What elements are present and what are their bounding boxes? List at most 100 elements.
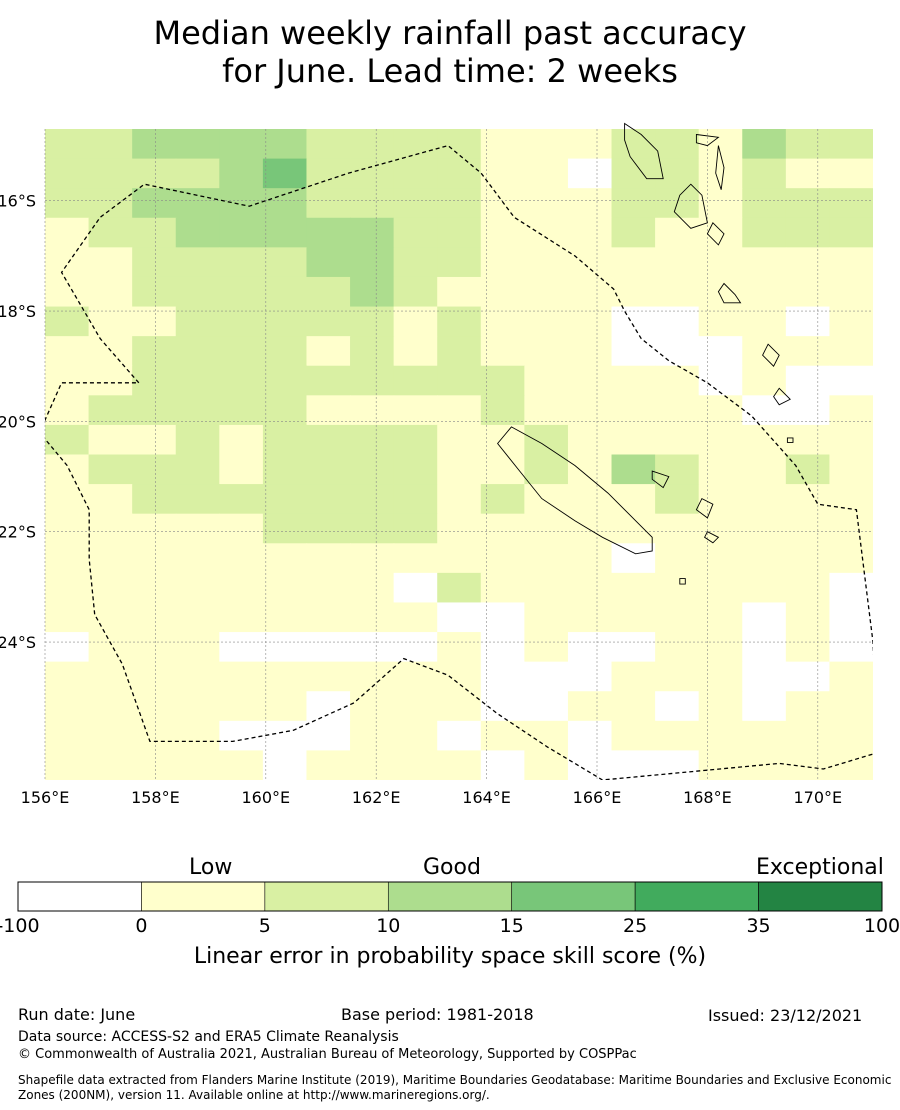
skill-cell [132, 395, 177, 426]
skill-cell [306, 454, 351, 485]
skill-cell [611, 720, 656, 752]
skill-cell [132, 602, 177, 633]
skill-cell [829, 424, 873, 456]
skill-cell [698, 454, 743, 485]
skill-cell [393, 572, 438, 604]
skill-cell [524, 602, 569, 633]
skill-cell [175, 365, 220, 396]
skill-cell [88, 602, 133, 633]
skill-cell [350, 217, 395, 248]
skill-cell [88, 158, 133, 189]
skill-cell [88, 276, 133, 308]
skill-cell [45, 365, 90, 396]
x-tick-label: 156°E [21, 788, 70, 807]
skill-cell [437, 336, 482, 367]
skill-cell [567, 513, 613, 544]
legend-exceptional-label: Exceptional [756, 855, 884, 880]
skill-cell [829, 454, 873, 485]
skill-cell [567, 276, 613, 308]
skill-cell [350, 395, 395, 426]
skill-cell [611, 188, 656, 219]
skill-cell [262, 395, 308, 426]
skill-cell [698, 572, 743, 604]
skill-cell [45, 424, 90, 456]
skill-cell [524, 543, 569, 574]
skill-cell [829, 336, 873, 367]
skill-cell [437, 632, 482, 663]
skill-cell [655, 572, 700, 604]
skill-cell [262, 217, 308, 248]
skill-cell [785, 543, 831, 574]
skill-cell [219, 543, 264, 574]
skill-cell [175, 513, 220, 544]
skill-cell [567, 543, 613, 574]
skill-cell [742, 543, 787, 574]
skill-cell [785, 632, 831, 663]
skill-cell [262, 661, 308, 692]
skill-cell [785, 750, 831, 780]
skill-cell [785, 129, 831, 160]
skill-cell [88, 572, 133, 604]
skill-cell [742, 602, 787, 633]
skill-cell [742, 720, 787, 752]
skill-cell [45, 247, 90, 278]
data-source: Data source: ACCESS-S2 and ERA5 Climate … [18, 1029, 399, 1045]
skill-cell [262, 336, 308, 367]
skill-cell [175, 661, 220, 692]
skill-cell [219, 276, 264, 308]
colorbar-label: Linear error in probability space skill … [193, 944, 707, 969]
skill-cell [567, 365, 613, 396]
skill-cell [698, 336, 743, 367]
skill-cell [393, 395, 438, 426]
skill-cell [175, 395, 220, 426]
skill-cell [785, 572, 831, 604]
skill-cell [698, 217, 743, 248]
colorbar-tick-label: 35 [746, 915, 770, 937]
skill-cell [655, 247, 700, 278]
skill-cell [262, 276, 308, 308]
skill-cell [262, 572, 308, 604]
shapefile-credit-line-1: Shapefile data extracted from Flanders M… [18, 1073, 892, 1087]
skill-cell [785, 484, 831, 515]
skill-cell [45, 484, 90, 515]
skill-cell [262, 513, 308, 544]
skill-cell [698, 484, 743, 515]
skill-cell [350, 276, 395, 308]
colorbar-segment [634, 881, 759, 912]
skill-cell [785, 513, 831, 544]
skill-cell [567, 572, 613, 604]
colorbar-tick-label: 100 [864, 915, 900, 937]
island-coastline [673, 183, 708, 229]
skill-cell [219, 513, 264, 544]
skill-cell [655, 691, 700, 722]
skill-cell [698, 306, 743, 337]
skill-cell [567, 691, 613, 722]
skill-cell [306, 720, 351, 752]
skill-cell [785, 602, 831, 633]
skill-cell [88, 543, 133, 574]
skill-cell [567, 247, 613, 278]
skill-cell [742, 276, 787, 308]
skill-cell [45, 691, 90, 722]
skill-cell [567, 484, 613, 515]
skill-cell [350, 572, 395, 604]
skill-cell [393, 484, 438, 515]
skill-cell [655, 750, 700, 780]
skill-cell [524, 513, 569, 544]
skill-cell [829, 691, 873, 722]
skill-cell [698, 602, 743, 633]
skill-cell [437, 395, 482, 426]
skill-cell [742, 158, 787, 189]
skill-cell [393, 247, 438, 278]
skill-cell [88, 750, 133, 780]
skill-cell [567, 158, 613, 189]
y-tick-label: 24°S [0, 633, 36, 652]
skill-cell [698, 632, 743, 663]
skill-cell [350, 129, 395, 160]
skill-cell [742, 395, 787, 426]
island-coastline [706, 222, 725, 246]
skill-cell [524, 395, 569, 426]
colorbar-segment [17, 881, 142, 912]
skill-cell [350, 158, 395, 189]
skill-cell [480, 395, 525, 426]
